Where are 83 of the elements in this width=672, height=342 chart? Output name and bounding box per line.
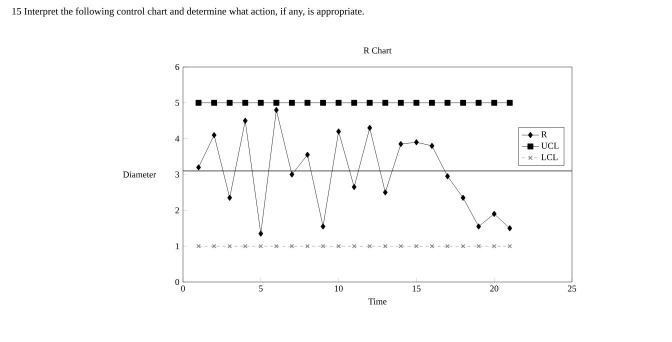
legend-label: LCL	[541, 154, 558, 160]
point	[304, 100, 310, 106]
point	[382, 100, 388, 106]
point	[258, 100, 264, 106]
point	[445, 173, 450, 180]
x-tick-label: 20	[490, 286, 498, 292]
point	[351, 100, 358, 106]
point	[336, 128, 341, 134]
y-tick-label: 5	[176, 100, 180, 106]
point	[429, 100, 435, 106]
point	[211, 100, 218, 106]
x-axis-title: Time	[368, 298, 387, 304]
point	[398, 141, 404, 147]
point	[414, 244, 419, 248]
y-tick-label: 0	[175, 278, 180, 286]
point	[305, 244, 310, 248]
point	[258, 244, 264, 248]
point	[367, 124, 372, 131]
point	[212, 132, 216, 138]
x-tick-label: 5	[259, 286, 263, 292]
point	[196, 100, 202, 106]
point	[212, 244, 216, 248]
y-tick-label: 4	[175, 136, 180, 142]
point	[508, 244, 512, 248]
x-tick-label: 25	[568, 286, 576, 292]
point	[274, 244, 279, 248]
point	[320, 244, 326, 248]
point	[368, 244, 372, 248]
point	[476, 100, 482, 106]
y-tick-label: 2	[175, 207, 179, 214]
point	[507, 225, 512, 232]
x-tick-label: 0	[181, 286, 185, 292]
y-tick-label: 6	[175, 64, 180, 70]
text: 15 Interpret the following control chart and determine what action, if any, is appropriate.	[12, 8, 364, 17]
chart-title: R Chart	[364, 47, 392, 54]
point	[196, 164, 201, 170]
point	[227, 244, 232, 248]
point	[273, 100, 280, 106]
point	[460, 244, 466, 248]
point	[476, 244, 481, 248]
point	[492, 244, 496, 248]
point	[196, 244, 201, 248]
legend-label: UCL	[541, 142, 558, 149]
point	[226, 100, 233, 106]
y-tick-label: 1	[176, 243, 179, 250]
point	[258, 230, 264, 237]
point	[430, 142, 434, 149]
point	[398, 244, 404, 248]
point	[290, 172, 294, 178]
point	[444, 100, 450, 106]
point	[336, 100, 342, 106]
point	[460, 194, 466, 201]
point	[492, 210, 497, 217]
point	[227, 194, 232, 201]
point	[352, 244, 356, 248]
point	[506, 100, 513, 106]
point	[290, 244, 294, 248]
point	[414, 139, 419, 146]
y-tick-label: 3	[175, 171, 180, 178]
point	[352, 184, 356, 190]
point	[274, 107, 279, 113]
y-axis-title: Diameter	[123, 171, 156, 178]
point	[445, 244, 450, 248]
point	[430, 244, 434, 248]
point	[382, 189, 388, 196]
point	[320, 100, 326, 106]
legend-label: R	[541, 131, 548, 138]
point	[383, 244, 388, 248]
point	[491, 100, 498, 106]
x-tick-label: 10	[334, 286, 343, 292]
point	[398, 100, 404, 106]
point	[476, 224, 481, 230]
point	[413, 100, 420, 106]
point	[242, 100, 248, 106]
point	[366, 100, 373, 106]
point	[305, 152, 310, 158]
point	[242, 118, 248, 124]
x-tick-label: 15	[412, 286, 421, 292]
point	[320, 224, 326, 230]
point	[288, 100, 295, 106]
point	[243, 244, 248, 248]
point	[336, 244, 341, 248]
point	[460, 100, 466, 106]
